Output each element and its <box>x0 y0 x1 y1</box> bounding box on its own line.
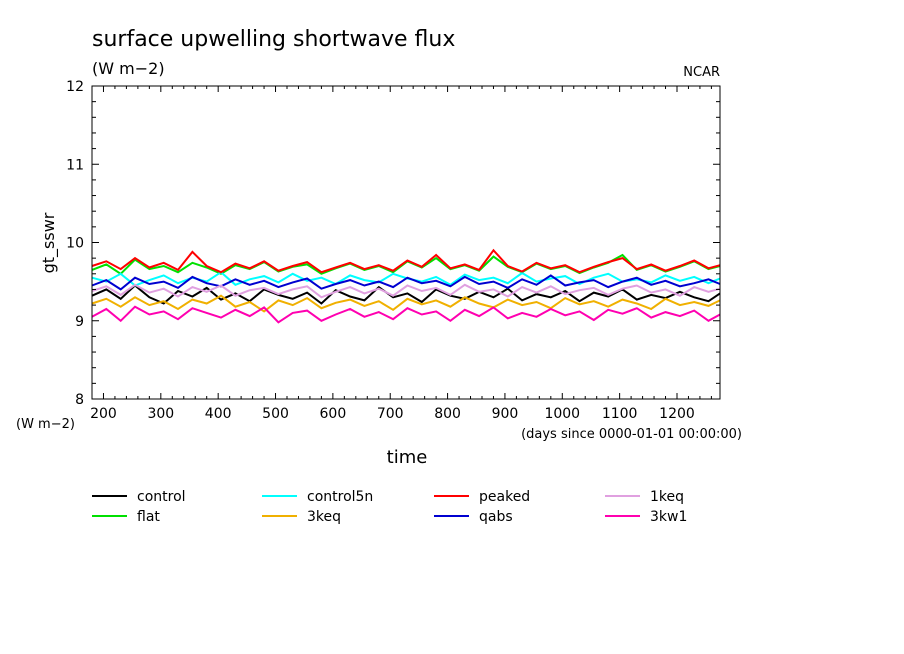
x-tick-label: 1100 <box>602 406 638 422</box>
legend-label-peaked: peaked <box>479 489 530 505</box>
x-tick-label: 300 <box>147 406 174 422</box>
x-axis-label: time <box>387 447 428 468</box>
x-axis-unit: (days since 0000-01-01 00:00:00) <box>521 427 742 442</box>
x-tick-label: 500 <box>262 406 289 422</box>
series-line-flat <box>91 253 721 276</box>
y-tick-label: 9 <box>75 314 84 330</box>
y-axis-unit: (W m−2) <box>16 417 75 432</box>
legend-label-control: control <box>137 489 186 505</box>
legend-label-3kw1: 3kw1 <box>650 509 687 525</box>
x-tick-label: 800 <box>434 406 461 422</box>
chart-subtitle: (W m−2) <box>92 59 165 78</box>
y-tick-label: 11 <box>66 157 84 173</box>
x-tick-label: 700 <box>377 406 404 422</box>
series-layer <box>91 248 721 324</box>
x-tick-label: 900 <box>492 406 519 422</box>
y-tick-label: 12 <box>66 79 84 95</box>
series-line-peaked <box>91 248 721 274</box>
legend-label-1keq: 1keq <box>650 489 684 505</box>
y-tick-label: 8 <box>75 392 84 408</box>
legend-label-flat: flat <box>137 509 160 525</box>
x-tick-label: 1000 <box>544 406 580 422</box>
x-tick-label: 400 <box>205 406 232 422</box>
series-line-1keq <box>91 283 721 299</box>
plot-area: 200 300 400 500 600 700 800 900 1000 1100 1200 8 9 10… <box>66 79 721 422</box>
series-line-3kw1 <box>91 305 721 324</box>
y-axis-label: gt_sswr <box>39 212 59 273</box>
series-line-3keq <box>91 294 721 313</box>
x-tick-label: 200 <box>90 406 117 422</box>
legend-label-control5n: control5n <box>307 489 373 505</box>
series-line-qabs <box>91 274 721 291</box>
legend-label-qabs: qabs <box>479 509 513 525</box>
ticks-layer: 200 300 400 500 600 700 800 900 1000 1100 1200 8 9 10… <box>66 79 720 422</box>
x-tick-label: 600 <box>320 406 347 422</box>
chart-title: surface upwelling shortwave flux <box>92 27 455 52</box>
y-tick-label: 10 <box>66 236 84 252</box>
legend: control flat control5n 3keq peaked qabs 1keq 3k… <box>92 489 687 525</box>
plot-frame <box>91 85 721 400</box>
credit-label: NCAR <box>683 65 720 80</box>
x-tick-label: 1200 <box>659 406 695 422</box>
legend-label-3keq: 3keq <box>307 509 341 525</box>
